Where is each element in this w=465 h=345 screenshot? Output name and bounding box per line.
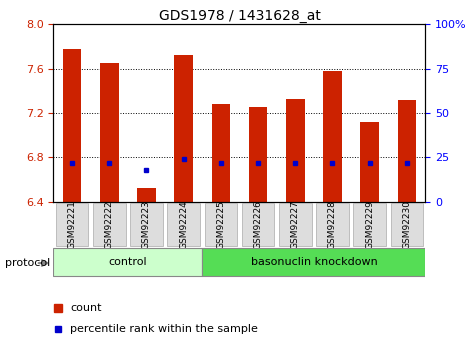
Text: GSM92225: GSM92225	[216, 200, 226, 249]
Bar	[137, 188, 156, 202]
Text: GSM92223: GSM92223	[142, 200, 151, 249]
Text: GSM92222: GSM92222	[105, 200, 114, 249]
Text: GSM92224: GSM92224	[179, 200, 188, 249]
Bar	[100, 63, 119, 202]
Bar	[398, 100, 416, 202]
FancyBboxPatch shape	[205, 203, 237, 246]
Text: protocol: protocol	[5, 258, 50, 268]
Text: GSM92227: GSM92227	[291, 200, 300, 249]
Text: GSM92226: GSM92226	[253, 200, 263, 249]
FancyBboxPatch shape	[202, 248, 425, 276]
Text: basonuclin knockdown: basonuclin knockdown	[251, 257, 377, 267]
Text: GSM92230: GSM92230	[402, 200, 412, 249]
FancyBboxPatch shape	[279, 203, 312, 246]
FancyBboxPatch shape	[316, 203, 349, 246]
Bar	[323, 71, 342, 202]
Bar	[360, 122, 379, 202]
Text: control: control	[108, 257, 147, 267]
Bar	[286, 99, 305, 202]
FancyBboxPatch shape	[391, 203, 423, 246]
Bar	[249, 107, 267, 202]
FancyBboxPatch shape	[56, 203, 88, 246]
Bar	[174, 55, 193, 202]
FancyBboxPatch shape	[53, 248, 202, 276]
Bar	[212, 104, 230, 202]
Text: percentile rank within the sample: percentile rank within the sample	[71, 324, 259, 334]
Bar	[63, 49, 81, 202]
FancyBboxPatch shape	[167, 203, 200, 246]
FancyBboxPatch shape	[353, 203, 386, 246]
Text: GSM92229: GSM92229	[365, 200, 374, 249]
Title: GDS1978 / 1431628_at: GDS1978 / 1431628_at	[159, 9, 320, 23]
Text: GSM92228: GSM92228	[328, 200, 337, 249]
FancyBboxPatch shape	[242, 203, 274, 246]
Text: GSM92221: GSM92221	[67, 200, 77, 249]
FancyBboxPatch shape	[93, 203, 126, 246]
FancyBboxPatch shape	[130, 203, 163, 246]
Text: count: count	[71, 303, 102, 313]
